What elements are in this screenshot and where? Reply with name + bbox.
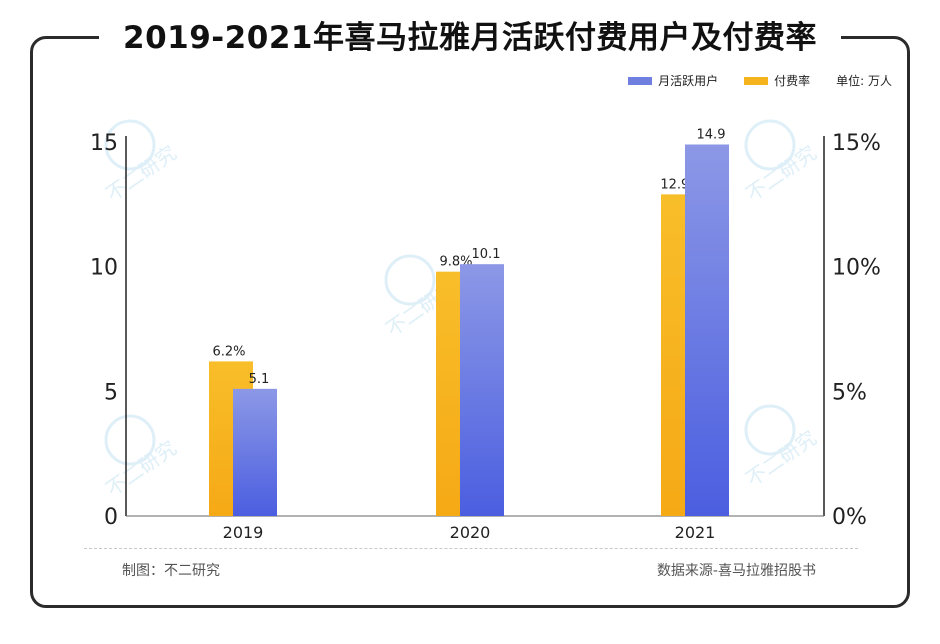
x-axis-category-label: 2020 [450,523,491,542]
bar-active-users [233,388,277,516]
right-axis-tick-label: 5% [832,380,867,405]
data-label-payment-rate: 6.2% [212,344,245,359]
chart-title: 2019-2021年喜马拉雅月活跃付费用户及付费率 [0,12,940,57]
x-axis-category-label: 2021 [675,523,716,542]
data-label-active-users: 14.9 [697,127,726,142]
watermark-logo-icon [744,119,796,171]
watermark-logo: 不二研究 [101,414,181,502]
left-axis-tick-label: 5 [104,380,118,405]
footer-divider [84,548,858,549]
right-axis-tick-label: 15% [832,131,881,156]
watermark-logo-icon [744,404,796,456]
left-axis-tick-label: 0 [104,505,118,530]
footer-credit: 制图：不二研究 [122,563,220,579]
right-axis-tick-label: 0% [832,505,867,530]
watermark-logo-icon [384,254,436,306]
legend-item-rate: 付费率 [744,72,810,89]
unit-label: 单位: 万人 [836,74,892,88]
watermark-logo: 不二研究 [741,404,821,492]
data-label-active-users: 5.1 [249,372,270,387]
right-axis-tick-label: 10% [832,256,881,281]
legend-swatch-rate [744,76,769,85]
watermark-logo-icon [104,119,156,171]
watermark-text: 不二研究 [741,426,820,492]
footer-source: 数据来源-喜马拉雅招股书 [656,563,816,579]
legend-label-rate: 付费率 [774,74,811,88]
watermark-logo: 不二研究 [741,119,821,207]
legend-item-users: 月活跃用户 [628,72,718,89]
legend: 月活跃用户 付费率 单位: 万人 [628,72,892,89]
watermark-text: 不二研究 [101,436,180,502]
bar-active-users [460,264,504,516]
legend-swatch-users [628,76,653,85]
x-axis-category-label: 2019 [223,523,264,542]
left-axis-tick-label: 10 [90,256,118,281]
left-axis-tick-label: 15 [90,131,118,156]
watermark-logo-icon [104,414,156,466]
data-label-active-users: 10.1 [472,247,501,262]
bar-active-users [685,144,729,516]
legend-label-users: 月活跃用户 [658,74,719,88]
watermark-text: 不二研究 [741,141,820,207]
